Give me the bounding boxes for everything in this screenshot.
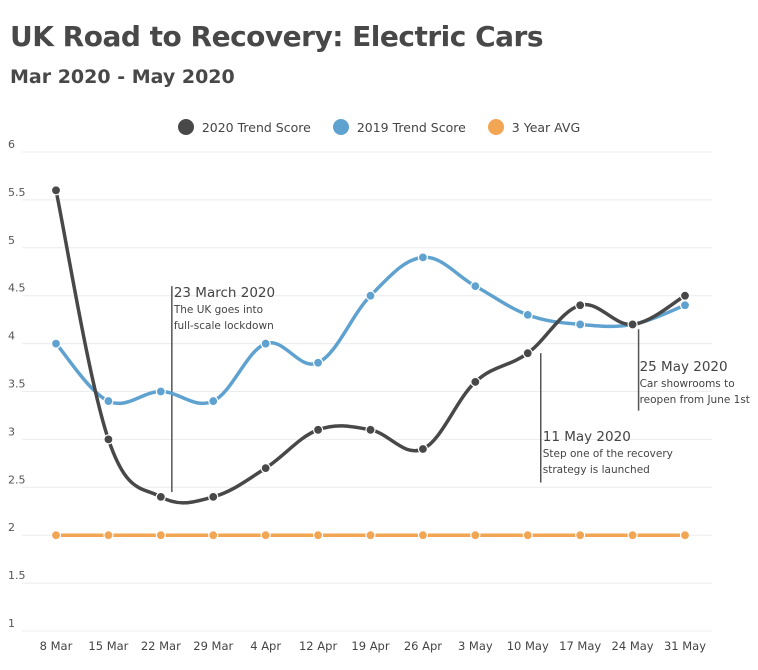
- data-point-2020: [103, 434, 114, 445]
- y-tick-label: 1.5: [8, 569, 26, 582]
- legend-label-2019: 2019 Trend Score: [356, 119, 466, 135]
- annotation-showrooms-title: 25 May 2020: [639, 358, 728, 375]
- annotation-lockdown-title: 23 March 2020: [173, 285, 276, 302]
- y-tick-label: 3: [8, 425, 15, 438]
- data-point-3yr-avg: [208, 530, 219, 541]
- data-point-2020: [470, 376, 481, 388]
- data-point-2020: [260, 463, 271, 474]
- data-point-2020: [365, 424, 376, 435]
- legend-marker-2019: [332, 119, 349, 135]
- x-tick-label: 22 Mar: [141, 639, 181, 653]
- series-line-2019: [54, 255, 687, 405]
- x-tick-label: 17 May: [559, 639, 601, 653]
- data-point-3yr-avg: [312, 530, 324, 541]
- annotation-showrooms-line-2: reopen from June 1st: [639, 393, 750, 406]
- data-point-2020: [522, 348, 533, 359]
- annotation-recovery-title: 11 May 2020: [542, 428, 631, 445]
- x-tick-label: 29 Mar: [193, 639, 233, 653]
- y-tick-label: 3.5: [8, 378, 26, 391]
- data-point-2019: [208, 395, 219, 407]
- data-point-3yr-avg: [155, 530, 166, 541]
- legend-marker-2020: [177, 119, 194, 135]
- legend-item-3yr-avg[interactable]: 3 Year AVG: [487, 117, 581, 137]
- data-point-3yr-avg: [103, 530, 114, 541]
- y-tick-label: 4.5: [8, 282, 26, 295]
- data-point-2019: [155, 386, 166, 397]
- annotation-lockdown: 23 March 2020 The UK goes into full-scal…: [174, 285, 275, 334]
- legend-label-3yr-avg: 3 Year AVG: [511, 119, 581, 135]
- y-tick-label: 5: [8, 234, 15, 247]
- data-point-3yr-avg: [50, 530, 62, 541]
- data-point-3yr-avg: [365, 530, 376, 541]
- legend-label-2020: 2020 Trend Score: [201, 119, 311, 135]
- y-tick-label: 5.5: [8, 186, 26, 199]
- y-tick-label: 4: [8, 330, 15, 343]
- annotation-showrooms-line-1: Car showrooms to: [639, 377, 735, 390]
- data-point-2020: [155, 491, 166, 502]
- data-point-2020: [312, 424, 324, 435]
- x-tick-label: 31 May: [664, 639, 706, 653]
- y-tick-label: 2.5: [8, 473, 26, 486]
- annotation-lockdown-line-2: full-scale lockdown: [173, 320, 274, 333]
- y-tick-label: 6: [8, 138, 15, 151]
- data-point-2019: [470, 281, 481, 292]
- data-point-2020: [679, 290, 691, 301]
- x-tick-label: 8 Mar: [40, 639, 73, 653]
- annotation-showrooms: 25 May 2020 Car showrooms to reopen from…: [640, 359, 750, 408]
- data-point-3yr-avg: [522, 530, 533, 541]
- data-point-3yr-avg: [470, 530, 481, 541]
- data-point-2019: [522, 309, 533, 320]
- x-tick-label: 24 May: [612, 639, 654, 653]
- y-tick-label: 2: [8, 521, 15, 534]
- annotation-lockdown-line-1: The UK goes into: [173, 304, 264, 317]
- data-point-2020: [50, 185, 62, 196]
- data-point-2020: [575, 300, 586, 311]
- x-tick-label: 15 Mar: [88, 639, 128, 653]
- data-point-2019: [260, 338, 271, 349]
- data-point-2020: [417, 443, 429, 455]
- data-point-3yr-avg: [575, 530, 586, 541]
- data-point-2020: [208, 491, 219, 502]
- annotation-recovery-line-2: strategy is launched: [542, 463, 650, 476]
- data-point-2019: [365, 290, 376, 301]
- x-tick-label: 12 Apr: [299, 639, 337, 653]
- data-point-2020: [627, 319, 638, 330]
- x-tick-label: 26 Apr: [404, 639, 442, 653]
- data-point-2019: [679, 300, 691, 311]
- y-tick-label: 1: [8, 617, 15, 630]
- data-point-2019: [417, 252, 429, 263]
- chart-title: UK Road to Recovery: Electric Cars: [10, 20, 544, 53]
- legend-item-2019[interactable]: 2019 Trend Score: [332, 117, 466, 137]
- data-point-3yr-avg: [679, 530, 691, 541]
- data-point-2019: [103, 395, 114, 407]
- annotation-recovery-line-1: Step one of the recovery: [542, 447, 673, 460]
- data-point-3yr-avg: [627, 530, 638, 541]
- data-point-2019: [50, 338, 62, 349]
- x-tick-label: 3 May: [458, 639, 493, 653]
- data-point-3yr-avg: [417, 530, 429, 541]
- x-tick-label: 10 May: [507, 639, 549, 653]
- chart-legend: 2020 Trend Score 2019 Trend Score 3 Year…: [0, 117, 758, 137]
- annotation-recovery: 11 May 2020 Step one of the recovery str…: [543, 429, 673, 478]
- legend-item-2020[interactable]: 2020 Trend Score: [177, 117, 311, 137]
- x-tick-label: 4 Apr: [250, 639, 281, 653]
- data-point-2019: [312, 357, 324, 368]
- data-point-2019: [575, 319, 586, 330]
- data-point-3yr-avg: [260, 530, 271, 541]
- x-tick-label: 19 Apr: [351, 639, 389, 653]
- chart-subtitle: Mar 2020 - May 2020: [10, 66, 235, 88]
- legend-marker-3yr-avg: [487, 119, 504, 135]
